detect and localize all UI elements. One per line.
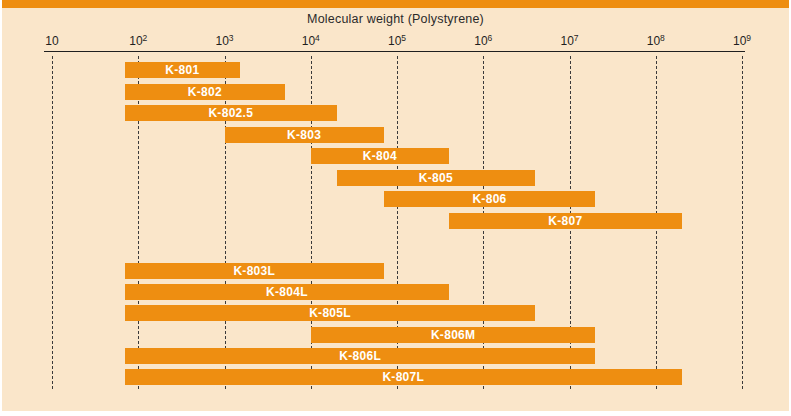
- gridline-10e9: [742, 56, 743, 389]
- bar-K-804: K-804: [311, 148, 449, 164]
- chart-title: Molecular weight (Polystyrene): [2, 12, 789, 26]
- bar-K-802: K-802: [125, 84, 285, 100]
- bar-K-806L: K-806L: [125, 348, 596, 364]
- axis-tick-label-10e2: 102: [129, 34, 147, 48]
- axis-tick-label-10e7: 107: [560, 34, 578, 48]
- axis-tick-label-10e1: 10: [45, 34, 58, 48]
- bar-K-807L: K-807L: [125, 369, 682, 385]
- axis-tick-label-10e6: 106: [474, 34, 492, 48]
- bar-K-803: K-803: [225, 127, 384, 143]
- bar-K-805: K-805: [337, 170, 536, 186]
- axis-tick-label-10e5: 105: [388, 34, 406, 48]
- bar-K-806: K-806: [384, 191, 596, 207]
- x-axis-line: [44, 51, 745, 52]
- axis-tick-label-10e3: 103: [215, 34, 233, 48]
- bar-K-803L: K-803L: [125, 263, 384, 279]
- gridline-10e1: [52, 56, 53, 389]
- chart-card: Molecular weight (Polystyrene) 10 102 103 1…: [2, 0, 789, 411]
- bar-K-802.5: K-802.5: [125, 105, 337, 121]
- bar-K-807: K-807: [449, 213, 682, 229]
- bar-K-801: K-801: [125, 62, 240, 78]
- bar-K-804L: K-804L: [125, 284, 449, 300]
- axis-tick-label-10e4: 104: [302, 34, 320, 48]
- bar-K-806M: K-806M: [311, 327, 596, 343]
- axis-tick-label-10e9: 109: [733, 34, 751, 48]
- axis-tick-label-10e8: 108: [647, 34, 665, 48]
- top-accent-bar: [2, 0, 789, 8]
- bar-K-805L: K-805L: [125, 305, 535, 321]
